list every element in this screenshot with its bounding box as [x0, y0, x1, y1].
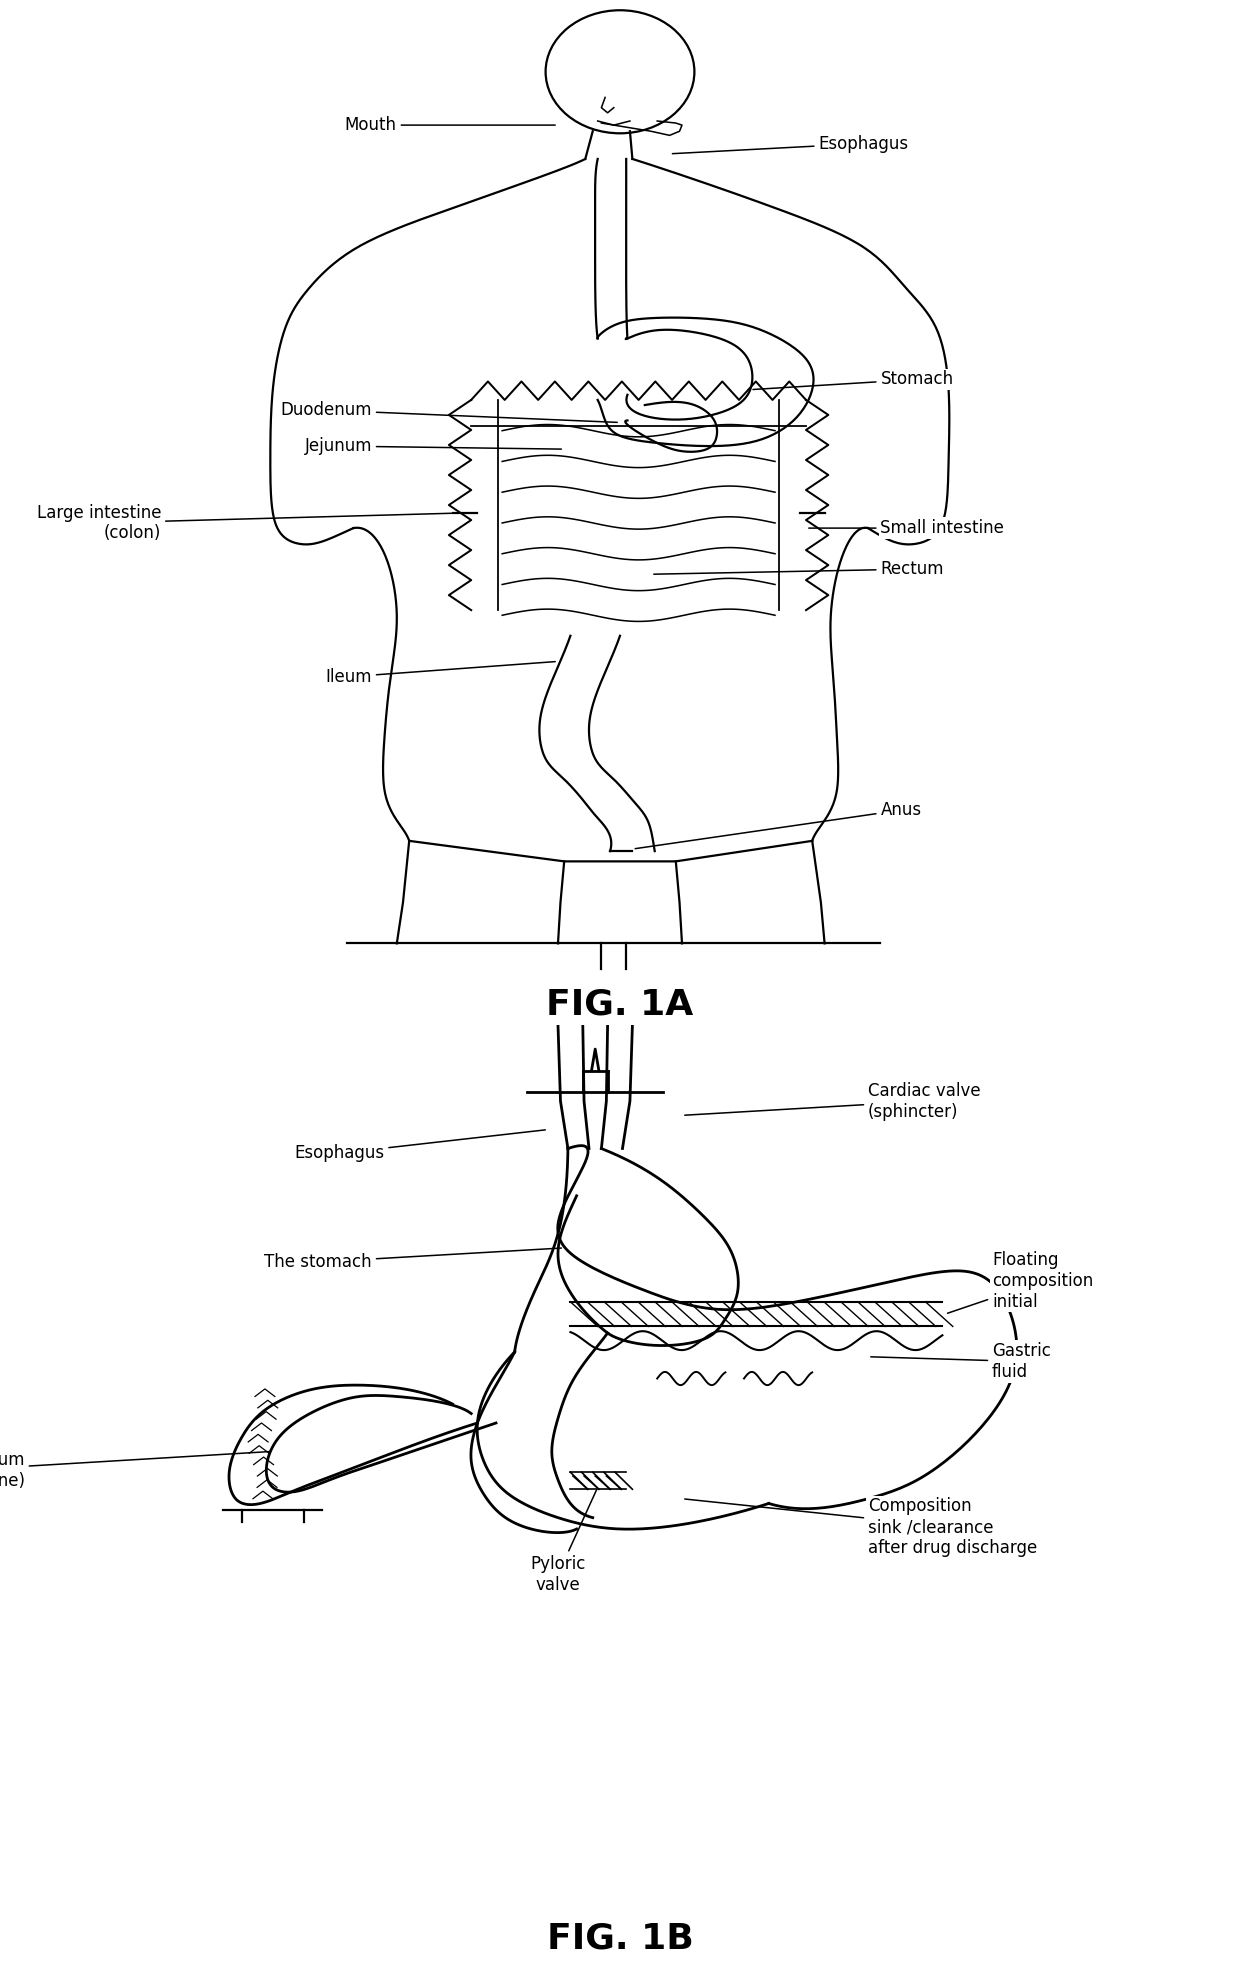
- Text: Ileum: Ileum: [325, 663, 556, 686]
- Text: Cardiac valve
(sphincter): Cardiac valve (sphincter): [684, 1083, 981, 1120]
- Text: Esophagus: Esophagus: [294, 1130, 546, 1162]
- Text: Anus: Anus: [635, 801, 921, 848]
- Text: Duodenum: Duodenum: [280, 400, 618, 422]
- Text: The stomach: The stomach: [264, 1248, 562, 1272]
- Text: Stomach: Stomach: [753, 371, 954, 390]
- Text: Floating
composition
initial: Floating composition initial: [947, 1250, 1094, 1313]
- Text: Large intestine
(colon): Large intestine (colon): [37, 503, 469, 542]
- Text: Gastric
fluid: Gastric fluid: [870, 1343, 1050, 1380]
- Text: Small intestine: Small intestine: [808, 519, 1004, 536]
- Text: Rectum: Rectum: [653, 560, 944, 578]
- Text: Pyloric
valve: Pyloric valve: [531, 1491, 596, 1593]
- Text: Composition
sink /clearance
after drug discharge: Composition sink /clearance after drug d…: [684, 1497, 1037, 1558]
- Text: Esophagus: Esophagus: [672, 134, 909, 154]
- Text: Duodenum
(small intestine): Duodenum (small intestine): [0, 1451, 270, 1489]
- Text: Jejunum: Jejunum: [305, 438, 562, 456]
- Text: FIG. 1A: FIG. 1A: [547, 988, 693, 1021]
- Text: FIG. 1B: FIG. 1B: [547, 1923, 693, 1956]
- Text: Mouth: Mouth: [345, 116, 556, 134]
